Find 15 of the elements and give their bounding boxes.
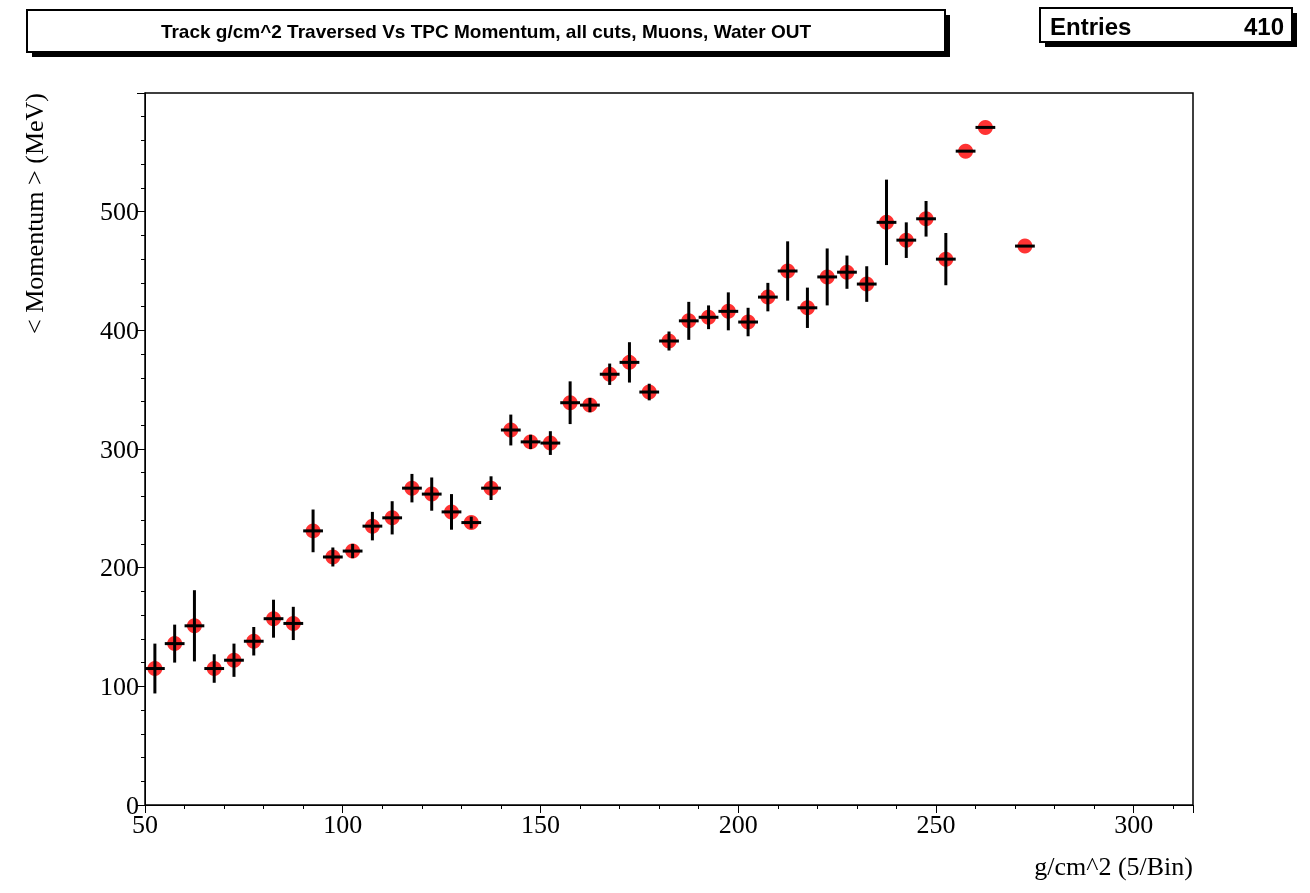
y-axis-title: < Momentum > (MeV) [19,93,49,334]
y-tick-label: 400 [100,315,139,345]
x-tick-label: 100 [323,809,363,839]
x-axis-title: g/cm^2 (5/Bin) [1034,851,1193,881]
y-tick-label: 300 [100,434,139,464]
y-tick-label: 200 [100,553,139,583]
chart-title: Track g/cm^2 Traversed Vs TPC Momentum, all cuts, Muons, Water OUT [160,20,812,42]
y-tick-label: 500 [100,197,139,227]
x-tick-label: 250 [916,809,956,839]
text: Entries [1050,12,1132,40]
x-tick-label: 200 [718,809,758,839]
x-tick-label: 150 [520,809,560,839]
y-tick-label: 100 [100,671,139,701]
x-tick-label: 300 [1114,809,1154,839]
text: 410 [1243,12,1284,40]
